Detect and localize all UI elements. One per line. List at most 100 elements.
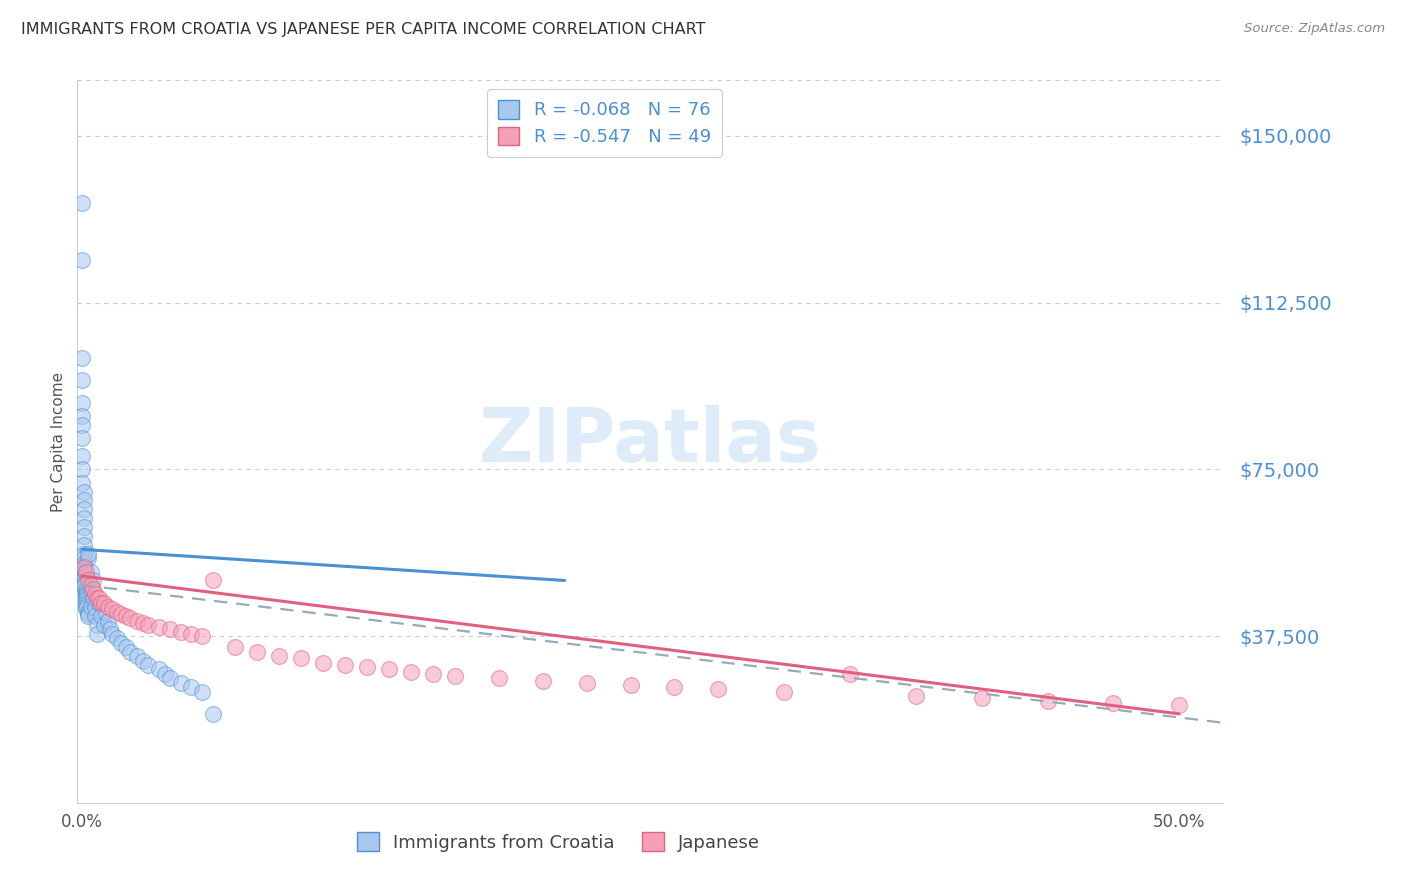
Point: [70, 417, 93, 432]
Legend: Immigrants from Croatia, Japanese: Immigrants from Croatia, Japanese: [350, 825, 768, 859]
Point: [664, 680, 686, 694]
Point: [73, 566, 96, 581]
Point: [202, 574, 225, 588]
Point: [619, 678, 641, 692]
Point: [191, 684, 214, 698]
Point: [159, 623, 181, 637]
Point: [97, 600, 120, 615]
Point: [86, 591, 108, 606]
Point: [1102, 696, 1125, 710]
Point: [70, 462, 93, 476]
Point: [75, 602, 97, 616]
Point: [82, 591, 104, 606]
Point: [83, 587, 105, 601]
Point: [90, 609, 112, 624]
Point: [101, 627, 124, 641]
Point: [356, 660, 378, 674]
Point: [73, 580, 96, 594]
Point: [136, 657, 159, 672]
Point: [89, 591, 111, 606]
Point: [83, 609, 105, 624]
Point: [136, 618, 159, 632]
Point: [269, 649, 291, 664]
Point: [148, 662, 170, 676]
Point: [89, 596, 111, 610]
Point: [77, 574, 100, 588]
Point: [105, 605, 128, 619]
Point: [73, 560, 96, 574]
Text: IMMIGRANTS FROM CROATIA VS JAPANESE PER CAPITA INCOME CORRELATION CHART: IMMIGRANTS FROM CROATIA VS JAPANESE PER …: [21, 22, 706, 37]
Text: ZIPatlas: ZIPatlas: [479, 405, 821, 478]
Point: [70, 253, 93, 268]
Point: [73, 529, 96, 543]
Point: [180, 627, 202, 641]
Point: [290, 651, 312, 665]
Point: [77, 551, 100, 566]
Point: [246, 645, 269, 659]
Point: [488, 671, 510, 685]
Point: [82, 582, 104, 597]
Point: [70, 475, 93, 490]
Point: [77, 605, 100, 619]
Point: [70, 409, 93, 423]
Point: [77, 547, 100, 561]
Point: [73, 551, 96, 566]
Point: [77, 607, 100, 621]
Point: [73, 484, 96, 499]
Point: [118, 645, 141, 659]
Point: [169, 624, 191, 639]
Point: [169, 675, 191, 690]
Point: [333, 657, 356, 672]
Point: [970, 691, 993, 706]
Point: [82, 574, 104, 588]
Point: [73, 547, 96, 561]
Point: [70, 431, 93, 445]
Point: [110, 607, 132, 621]
Point: [132, 615, 155, 630]
Point: [73, 538, 96, 552]
Point: [70, 373, 93, 387]
Point: [114, 609, 136, 624]
Point: [180, 680, 202, 694]
Point: [707, 682, 730, 697]
Point: [191, 629, 214, 643]
Point: [75, 596, 97, 610]
Point: [125, 614, 148, 628]
Point: [75, 587, 97, 601]
Point: [73, 578, 96, 592]
Point: [77, 609, 100, 624]
Point: [101, 602, 124, 616]
Point: [202, 706, 225, 721]
Point: [114, 640, 136, 655]
Point: [98, 623, 121, 637]
Point: [75, 593, 97, 607]
Point: [83, 600, 105, 615]
Point: [70, 195, 93, 210]
Point: [73, 575, 96, 590]
Point: [73, 556, 96, 570]
Point: [97, 614, 120, 628]
Point: [75, 582, 97, 597]
Point: [148, 620, 170, 634]
Point: [70, 351, 93, 366]
Point: [73, 502, 96, 516]
Y-axis label: Per Capita Income: Per Capita Income: [51, 371, 66, 512]
Point: [73, 571, 96, 585]
Point: [73, 511, 96, 525]
Point: [773, 684, 796, 698]
Point: [75, 565, 97, 579]
Point: [159, 671, 181, 685]
Point: [125, 649, 148, 664]
Point: [312, 656, 335, 670]
Point: [93, 596, 115, 610]
Point: [1036, 693, 1059, 707]
Point: [75, 600, 97, 615]
Point: [73, 560, 96, 574]
Point: [378, 662, 401, 676]
Point: [224, 640, 246, 655]
Point: [110, 636, 132, 650]
Point: [1168, 698, 1191, 712]
Point: [94, 605, 117, 619]
Point: [73, 493, 96, 508]
Point: [422, 666, 444, 681]
